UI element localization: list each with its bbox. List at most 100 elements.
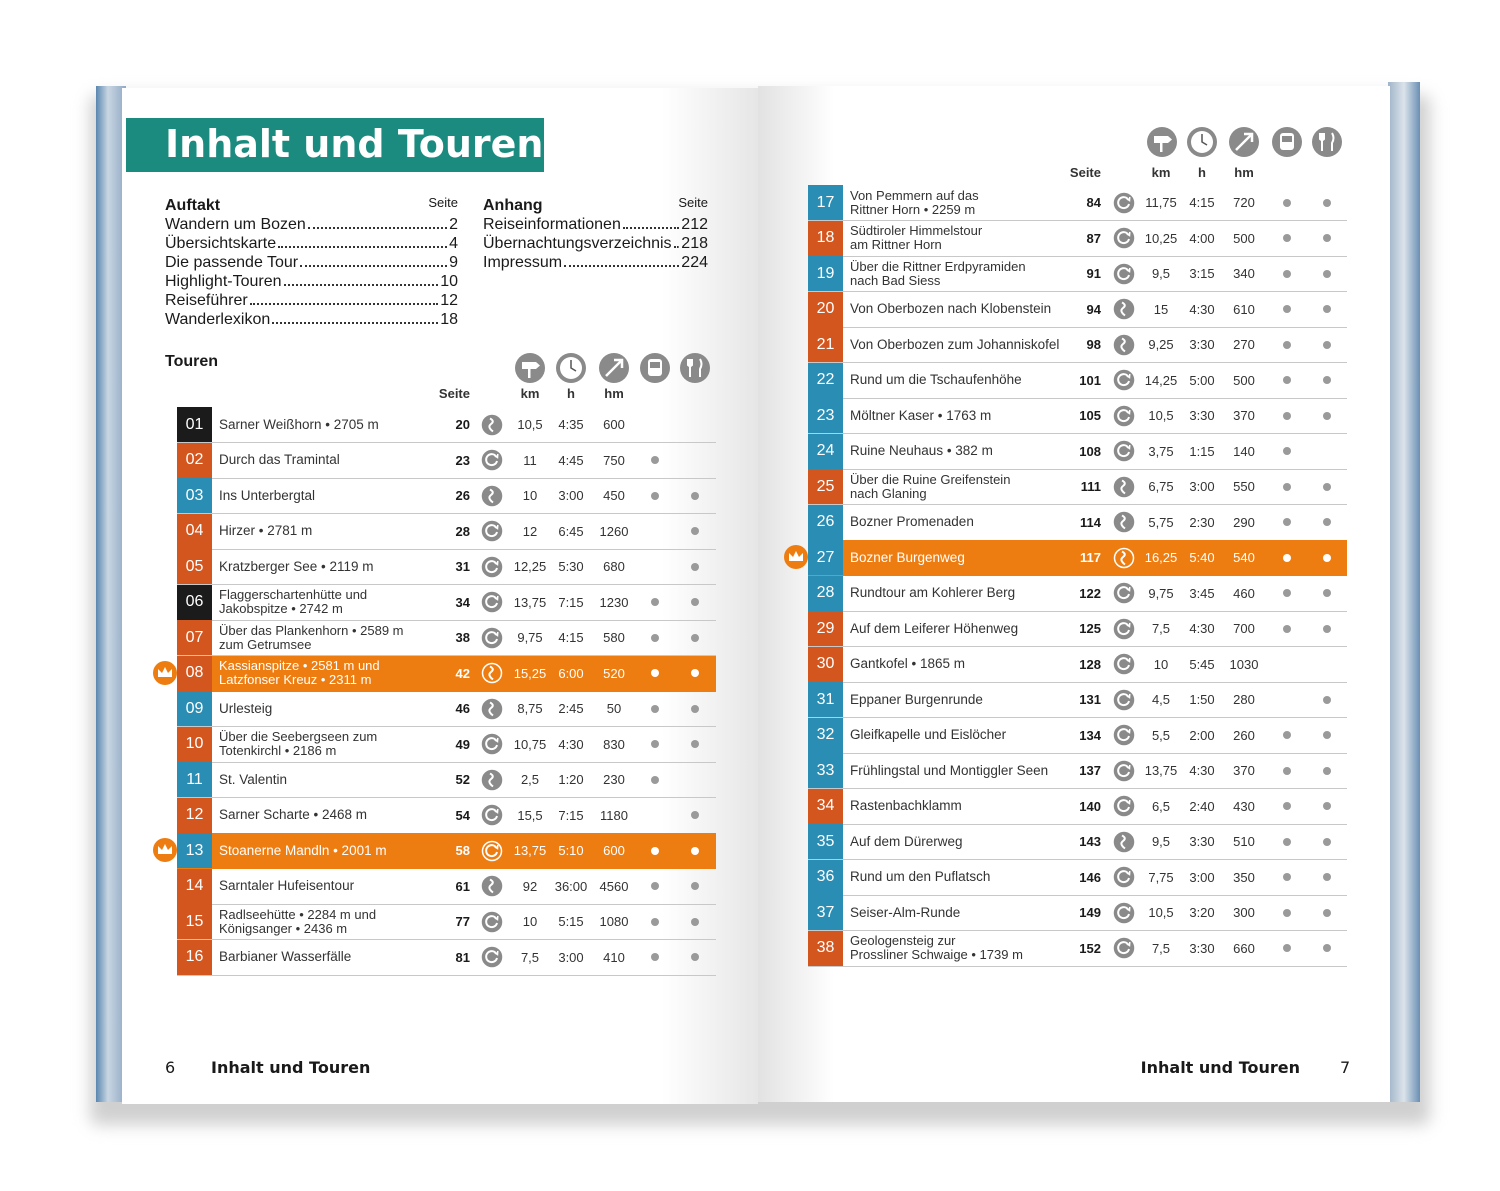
name-line: Von Oberbozen zum Johanniskofel <box>850 336 1060 352</box>
leader <box>278 246 448 248</box>
page-number: 98 <box>1086 337 1101 352</box>
food-dot <box>1323 376 1331 384</box>
page-number: 38 <box>455 630 470 645</box>
tour-row: 06 Flaggerschartenhütte und Jakobspitze • … <box>177 584 716 621</box>
tour-number: 09 <box>177 691 212 726</box>
name-line: Südtiroler Himmelstour <box>850 223 983 238</box>
bus-dot <box>651 917 659 926</box>
tour-number: 38 <box>808 930 843 966</box>
tour-km: 14,25 <box>1144 372 1178 388</box>
tour-h: 1:20 <box>558 772 584 787</box>
food-dot <box>1323 553 1331 562</box>
column-header: hm <box>1234 165 1254 180</box>
tour-name: St. Valentin <box>219 762 287 797</box>
bus-dot <box>1283 234 1291 242</box>
tour-number: 16 <box>177 939 212 975</box>
highlight-crown <box>784 545 808 569</box>
toc-entry: Impressum 224 <box>483 253 708 272</box>
tour-number: 21 <box>808 327 843 362</box>
seite-label: Seite <box>428 195 458 210</box>
page-number: 105 <box>1079 408 1101 423</box>
crown <box>158 844 172 854</box>
name-line: Königsanger • 2436 m <box>219 920 348 936</box>
toc-entry: Übernachtungsverzeichnis 218 <box>483 234 708 253</box>
tour-km: 9,75 <box>517 630 543 645</box>
route-icon <box>481 449 503 471</box>
tour-name: Von Pemmern auf das Rittner Horn • 2259 m <box>850 185 979 220</box>
food-dot <box>691 491 699 500</box>
tour-h: 3:20 <box>1189 905 1215 920</box>
food-dot <box>1323 837 1331 846</box>
tour-h: 2:00 <box>1189 727 1215 743</box>
food-dot <box>691 633 699 642</box>
tour-km: 12 <box>522 523 538 539</box>
tour-name: Rastenbachklamm <box>850 789 962 824</box>
name-line: Latzfonser Kreuz • 2311 m <box>219 672 372 687</box>
tour-name: Flaggerschartenhütte und Jakobspitze • 27… <box>219 585 367 620</box>
leader <box>564 265 680 267</box>
name-line: Rittner Horn • 2259 m <box>850 201 976 217</box>
tour-h: 3:00 <box>1189 479 1215 494</box>
entry-label: Übernachtungsverzeichnis <box>483 235 672 252</box>
tour-hm: 1260 <box>599 523 629 539</box>
tour-number: 02 <box>177 442 212 478</box>
tour-km: 8,75 <box>517 701 543 716</box>
page-number: 94 <box>1086 301 1101 317</box>
tour-name: Gleifkapelle und Eislöcher <box>850 718 1006 753</box>
tour-name: Von Oberbozen nach Klobenstein <box>850 292 1051 327</box>
bus-dot <box>651 740 659 748</box>
route-icon <box>1113 902 1135 923</box>
tour-name: Sarntaler Hufeisentour <box>219 869 354 904</box>
column-header: h <box>567 386 575 401</box>
tour-name: Auf dem Dürerweg <box>850 824 963 859</box>
tour-hm: 600 <box>603 417 625 432</box>
tour-hm: 550 <box>1233 479 1255 494</box>
route-icon <box>1113 795 1135 817</box>
tour-number: 32 <box>808 717 843 753</box>
column-header: h <box>1198 165 1206 180</box>
highlight-crown <box>153 838 177 862</box>
route-icon <box>1113 653 1135 675</box>
tour-hm: 370 <box>1233 763 1255 778</box>
column-icon <box>1229 127 1259 157</box>
entry-label: Übersichtskarte <box>165 235 277 252</box>
page-number: 152 <box>1079 940 1101 956</box>
name-line: Über die Ruine Greifenstein <box>850 471 1011 487</box>
tour-name: Gantkofel • 1865 m <box>850 647 965 682</box>
tour-number: 31 <box>808 682 843 717</box>
page-number: 84 <box>1086 195 1101 210</box>
tour-h: 3:30 <box>1189 337 1215 352</box>
tour-km: 9,5 <box>1151 266 1171 281</box>
tour-number: 06 <box>177 584 212 620</box>
page-number: 122 <box>1079 585 1101 601</box>
route-icon <box>1113 547 1135 568</box>
bus-dot <box>1283 908 1291 917</box>
column-icon <box>680 353 710 383</box>
leader <box>307 227 448 229</box>
tour-km: 92 <box>522 878 538 894</box>
tour-hm: 460 <box>1233 585 1255 601</box>
food-dot <box>1323 518 1331 526</box>
tour-hm: 340 <box>1233 266 1255 281</box>
route-icon <box>1113 298 1135 320</box>
tour-km: 10,5 <box>1148 408 1174 423</box>
tour-km: 15,5 <box>517 807 543 823</box>
route-icon <box>1113 476 1135 497</box>
tour-row: 38 Geologensteig zur Prossliner Schwaige •… <box>808 930 1347 967</box>
tour-number: 17 <box>808 185 843 220</box>
bus-dot <box>651 882 659 890</box>
toc-entry: Reiseinformationen 212 <box>483 215 708 234</box>
name-line: Flaggerschartenhütte und <box>219 587 368 602</box>
entry-page: 18 <box>440 311 458 328</box>
column-icon <box>1187 127 1217 157</box>
tour-number: 15 <box>177 904 212 939</box>
route-icon <box>1113 511 1135 533</box>
tour-hm: 540 <box>1233 550 1255 565</box>
bus-dot <box>1283 624 1291 633</box>
entry-page: 4 <box>449 235 458 252</box>
tour-number: 24 <box>808 433 843 469</box>
toc-entry: Die passende Tour 9 <box>165 253 458 272</box>
tour-km: 7,5 <box>1151 621 1171 636</box>
entry-page: 218 <box>681 235 708 252</box>
footer-right-page: 7 <box>1340 1058 1351 1077</box>
